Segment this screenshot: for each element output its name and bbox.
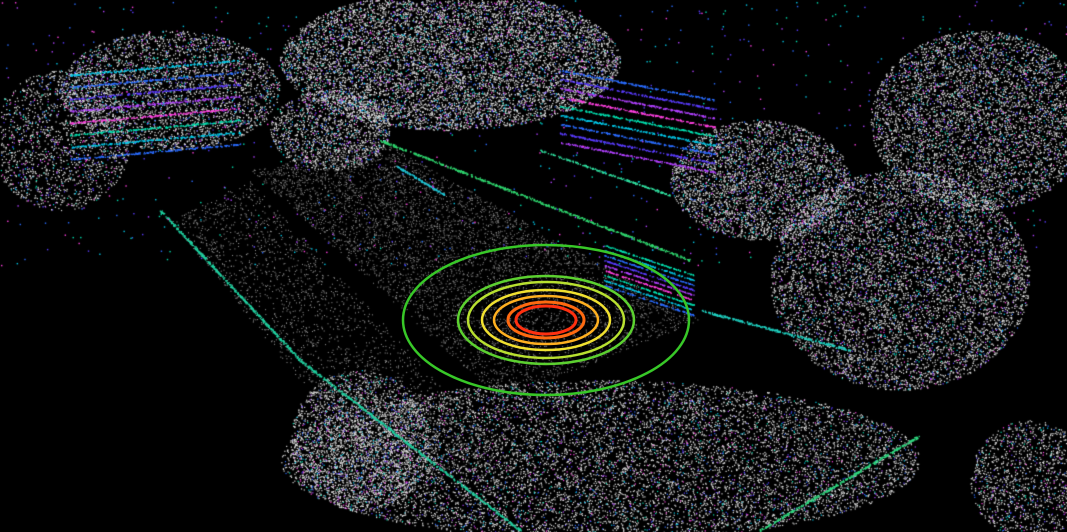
lidar-point-cloud-canvas[interactable] bbox=[0, 0, 1067, 532]
point-cloud-viewport[interactable] bbox=[0, 0, 1067, 532]
